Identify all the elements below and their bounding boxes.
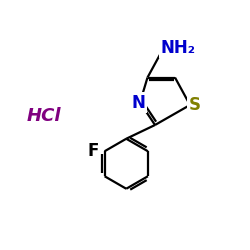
Text: S: S [188, 96, 200, 114]
Text: N: N [132, 94, 146, 112]
Text: HCl: HCl [26, 107, 61, 125]
Text: F: F [88, 142, 99, 160]
Text: NH₂: NH₂ [160, 39, 195, 57]
